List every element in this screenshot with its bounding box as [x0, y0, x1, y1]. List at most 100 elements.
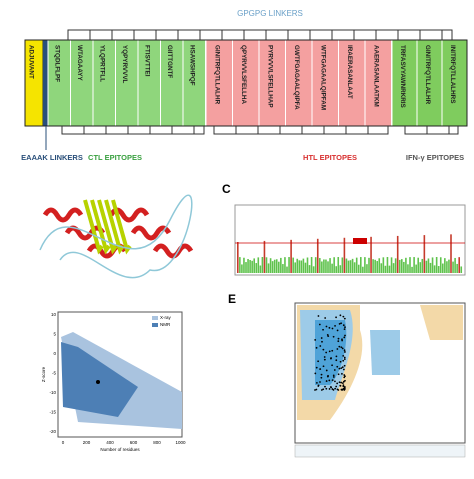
profile-bar [282, 264, 284, 273]
residue-point [332, 376, 335, 378]
segment-label: IRAERASANLAAT [346, 45, 353, 99]
residue-point [330, 386, 333, 389]
residue-point [319, 381, 321, 383]
residue-point [343, 376, 346, 379]
residue-point [341, 382, 344, 385]
residue-point [336, 348, 339, 350]
residue-point [325, 351, 328, 354]
profile-bar [452, 261, 454, 273]
profile-bar [288, 257, 290, 273]
profile-bar [382, 257, 385, 273]
residue-point [324, 385, 326, 388]
profile-bar [316, 238, 319, 273]
profile-bar [456, 263, 458, 273]
profile-bar [415, 264, 417, 273]
profile-bar [292, 257, 294, 273]
residue-point [340, 381, 343, 384]
residue-point [336, 388, 339, 391]
segment-label: HSAWSHPQF [189, 45, 196, 86]
profile-bar [298, 260, 301, 273]
x-tick-label: 400 [106, 440, 114, 445]
profile-bar [413, 257, 415, 273]
residue-point [328, 326, 331, 329]
panel-letter: C [222, 182, 231, 196]
profile-bar [273, 259, 276, 273]
profile-bar [372, 259, 374, 273]
residue-point [342, 354, 345, 357]
profile-bar [241, 264, 243, 273]
group-label: EAAAK LINKERS [21, 153, 83, 162]
residue-point [339, 314, 342, 317]
segment-label: WTFGAGAALQIPFAM [320, 45, 327, 110]
residue-point [325, 387, 328, 390]
profile-bar [429, 262, 432, 273]
profile-bar [396, 235, 399, 273]
residue-point [333, 369, 336, 371]
residue-point [326, 375, 329, 378]
profile-bar [444, 258, 446, 273]
profile-bar [460, 266, 463, 273]
profile-bar [448, 259, 450, 273]
residue-point [344, 334, 346, 337]
profile-bar [433, 265, 436, 273]
residue-point [328, 388, 331, 390]
profile-bar [290, 239, 292, 273]
residue-point [342, 315, 345, 318]
residue-point [334, 380, 336, 383]
residue-point [317, 315, 320, 317]
residue-point [320, 337, 323, 339]
profile-bar [337, 257, 340, 273]
residue-point [325, 369, 328, 372]
strand [97, 199, 118, 255]
y-tick-label: 5 [53, 332, 56, 337]
bracket [67, 29, 453, 40]
profile-bar [360, 257, 362, 273]
residue-point [314, 389, 316, 391]
residue-point [342, 384, 345, 387]
right-region [420, 305, 463, 340]
profile-bar [329, 258, 331, 273]
epitope [311, 39, 339, 127]
profile-bar [261, 257, 264, 273]
profile-bar [323, 259, 325, 273]
x-tick-label: 200 [83, 440, 91, 445]
residue-point [340, 346, 343, 349]
residue-point [343, 336, 346, 339]
residue-point [319, 368, 322, 370]
residue-point [344, 351, 346, 353]
residue-point [315, 346, 318, 349]
x-tick-label: 1000 [175, 440, 186, 445]
profile-bar [386, 257, 389, 273]
residue-point [336, 382, 339, 385]
profile-bar [394, 258, 397, 273]
profile-bar [263, 240, 266, 273]
segment-label: GWTFGAGAALQIPFA [293, 45, 300, 110]
profile-bar [296, 258, 299, 273]
residue-point [320, 376, 323, 379]
profile-bar [411, 266, 413, 273]
segment-label: YQPYRVVVL [121, 45, 128, 84]
panels: 0 200 400 600 800 1000 10 5 0 -5 -10 -15 -20 Number o… [39, 194, 466, 458]
profile-bar [286, 266, 288, 273]
epitope [205, 39, 233, 127]
residue-point [339, 360, 342, 363]
profile-bar [302, 258, 305, 273]
profile-bar [427, 258, 430, 273]
profile-bar [439, 257, 442, 273]
profile-bar [407, 264, 409, 273]
profile-bar [245, 262, 247, 273]
profile-bar [259, 265, 262, 273]
profile-bar [251, 260, 253, 273]
profile-bar [446, 261, 448, 273]
profile-bar [403, 261, 405, 273]
profile-bar [345, 258, 348, 273]
residue-point [338, 381, 341, 384]
residue-point [314, 339, 317, 341]
profile-bar [267, 263, 270, 273]
profile-bar [327, 261, 329, 273]
y-tick-label: -5 [52, 371, 56, 376]
strand [90, 199, 111, 255]
residue-point [334, 387, 337, 390]
residue-point [341, 339, 344, 342]
residue-point [342, 324, 345, 327]
